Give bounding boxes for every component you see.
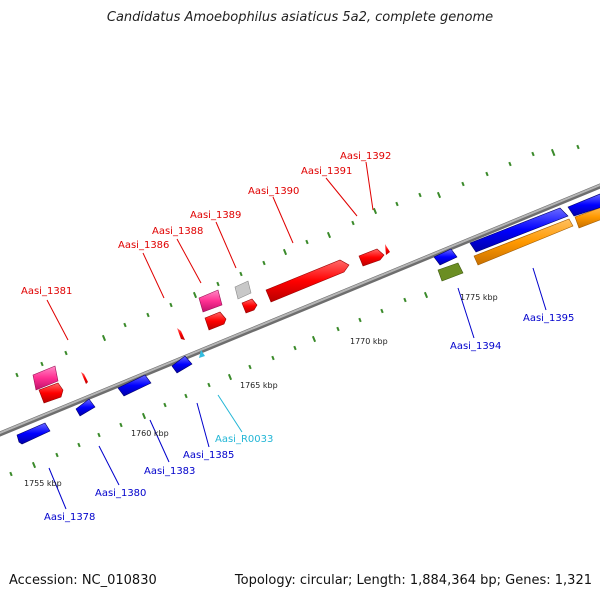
gene-feature[interactable]: [473, 218, 574, 266]
scale-label: 1755 kbp: [24, 479, 62, 488]
scale-label: 1760 kbp: [131, 429, 169, 438]
gene-label[interactable]: Aasi_R0033: [215, 434, 273, 445]
gene-feature[interactable]: [16, 422, 51, 445]
genome-backbone: [0, 183, 600, 437]
gene-label[interactable]: Aasi_1383: [144, 466, 195, 477]
tick-row-lower: [9, 291, 429, 477]
gene-label[interactable]: Aasi_1378: [44, 512, 95, 523]
gene-feature[interactable]: [75, 398, 96, 417]
scale-label: 1770 kbp: [350, 337, 388, 346]
gene-label[interactable]: Aasi_1389: [190, 210, 241, 221]
gene-feature[interactable]: [38, 382, 64, 404]
scale-label: 1775 kbp: [460, 293, 498, 302]
gene-feature[interactable]: [199, 350, 205, 358]
gene-label[interactable]: Aasi_1380: [95, 488, 146, 499]
gene-label[interactable]: Aasi_1394: [450, 341, 501, 352]
gene-feature[interactable]: [433, 248, 458, 266]
gene-feature[interactable]: [204, 311, 227, 331]
gene-label[interactable]: Aasi_1390: [248, 186, 299, 197]
gene-feature[interactable]: [437, 262, 464, 282]
scale-label: 1765 kbp: [240, 381, 278, 390]
gene-feature[interactable]: [117, 374, 152, 397]
forward-strand-features[interactable]: [32, 206, 600, 404]
accession-text: Accession: NC_010830: [9, 573, 157, 588]
gene-feature[interactable]: [171, 355, 193, 374]
gene-feature[interactable]: [574, 206, 600, 229]
label-leader-lines: [46, 161, 547, 510]
reverse-strand-features[interactable]: [16, 193, 600, 445]
gene-feature[interactable]: [177, 328, 185, 340]
gene-label[interactable]: Aasi_1392: [340, 151, 391, 162]
gene-feature[interactable]: [234, 280, 252, 300]
gene-feature[interactable]: [567, 193, 600, 217]
tick-row-upper: [15, 144, 580, 378]
gene-label[interactable]: Aasi_1381: [21, 286, 72, 297]
gene-feature[interactable]: [198, 289, 223, 313]
gene-feature[interactable]: [265, 259, 350, 303]
gene-label[interactable]: Aasi_1391: [301, 166, 352, 177]
gene-feature[interactable]: [469, 207, 569, 253]
gene-label[interactable]: Aasi_1385: [183, 450, 234, 461]
gene-label[interactable]: Aasi_1386: [118, 240, 169, 251]
gene-feature[interactable]: [358, 248, 385, 267]
map-title: Candidatus Amoebophilus asiaticus 5a2, c…: [106, 10, 494, 25]
genome-summary-text: Topology: circular; Length: 1,884,364 bp…: [234, 573, 592, 588]
gene-feature[interactable]: [385, 244, 390, 255]
gene-label[interactable]: Aasi_1388: [152, 226, 203, 237]
gene-feature[interactable]: [81, 372, 88, 384]
scale-labels: 1755 kbp 1760 kbp 1765 kbp 1770 kbp 1775…: [24, 293, 498, 488]
gene-labels[interactable]: Aasi_1381 Aasi_1386 Aasi_1388 Aasi_1389 …: [21, 151, 574, 523]
gene-feature[interactable]: [32, 365, 59, 391]
gene-feature[interactable]: [241, 298, 258, 314]
gene-label[interactable]: Aasi_1395: [523, 313, 574, 324]
